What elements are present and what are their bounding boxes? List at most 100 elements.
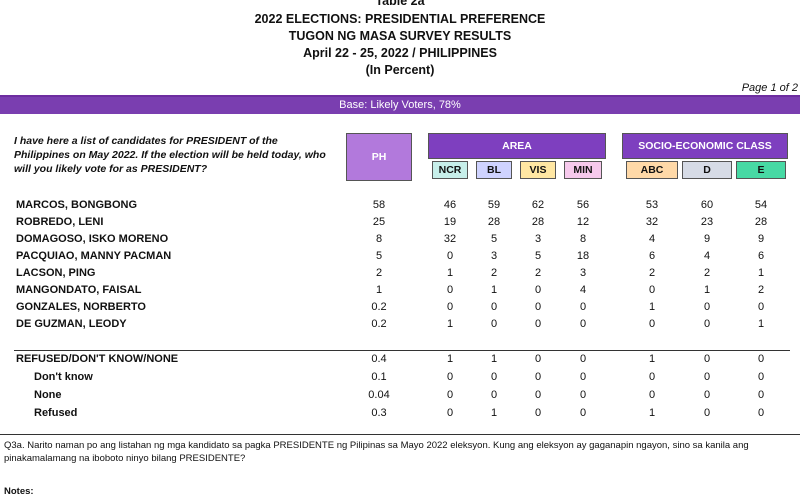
value-cell: 0.1 [371,371,387,383]
value-cell: 12 [576,216,590,228]
value-cell: 0 [703,389,711,401]
value-cell: 4 [648,233,656,245]
value-cell: 3 [579,267,587,279]
value-cell: 0 [534,407,542,419]
value-cell: 1 [375,284,383,296]
value-cell: 0 [703,371,711,383]
row-label: LACSON, PING [16,267,96,279]
value-cell: 1 [490,353,498,365]
table-subtitle: TUGON NG MASA SURVEY RESULTS [288,29,512,43]
value-cell: 0 [648,371,656,383]
value-cell: 1 [757,267,765,279]
col-min: MIN [564,161,602,179]
value-cell: 62 [531,199,545,211]
value-cell: 2 [757,284,765,296]
value-cell: 0 [757,301,765,313]
value-cell: 0 [446,250,454,262]
value-cell: 60 [700,199,714,211]
value-cell: 32 [443,233,457,245]
value-cell: 1 [446,267,454,279]
tagalog-question: Q3a. Narito naman po ang listahan ng mga… [4,440,749,464]
value-cell: 0 [446,407,454,419]
row-label: REFUSED/DON'T KNOW/NONE [16,353,179,365]
question-text: I have here a list of candidates for PRE… [14,135,326,175]
value-cell: 0 [579,353,587,365]
value-cell: 59 [487,199,501,211]
row-label: DE GUZMAN, LEODY [16,318,127,330]
base-bar: Base: Likely Voters, 78% [0,97,800,114]
table-title: 2022 ELECTIONS: PRESIDENTIAL PREFERENCE [254,12,546,26]
value-cell: 0 [534,318,542,330]
value-cell: 1 [446,318,454,330]
value-cell: 1 [490,284,498,296]
value-cell: 8 [375,233,383,245]
col-vis: VIS [520,161,556,179]
value-cell: 0 [757,389,765,401]
value-cell: 1 [648,407,656,419]
value-cell: 6 [648,250,656,262]
col-bl: BL [476,161,512,179]
value-cell: 1 [648,301,656,313]
value-cell: 0 [648,318,656,330]
value-cell: 6 [757,250,765,262]
footer-divider [0,434,800,435]
ph-header: PH [346,133,412,181]
value-cell: 32 [645,216,659,228]
value-cell: 0 [534,353,542,365]
row-label: PACQUIAO, MANNY PACMAN [16,250,172,262]
value-cell: 0 [703,407,711,419]
value-cell: 19 [443,216,457,228]
value-cell: 0 [757,371,765,383]
value-cell: 0 [757,353,765,365]
value-cell: 53 [645,199,659,211]
value-cell: 5 [375,250,383,262]
row-label: MANGONDATO, FAISAL [16,284,142,296]
value-cell: 0 [534,371,542,383]
value-cell: 46 [443,199,457,211]
row-label: ROBREDO, LENI [16,216,104,228]
value-cell: 0 [648,284,656,296]
value-cell: 0 [703,353,711,365]
value-cell: 0.3 [371,407,387,419]
value-cell: 25 [372,216,386,228]
value-cell: 0.04 [368,389,390,401]
col-abc: ABC [626,161,678,179]
value-cell: 2 [534,267,542,279]
value-cell: 0 [579,389,587,401]
value-cell: 2 [490,267,498,279]
value-cell: 0 [534,284,542,296]
value-cell: 3 [490,250,498,262]
value-cell: 0 [579,407,587,419]
value-cell: 0 [534,389,542,401]
col-e: E [736,161,786,179]
value-cell: 2 [703,267,711,279]
value-cell: 0 [490,389,498,401]
value-cell: 0.2 [371,318,387,330]
value-cell: 0.2 [371,301,387,313]
value-cell: 23 [700,216,714,228]
divider [0,95,800,97]
value-cell: 0 [703,318,711,330]
col-ncr: NCR [432,161,468,179]
value-cell: 2 [375,267,383,279]
value-cell: 0 [490,301,498,313]
value-cell: 9 [757,233,765,245]
row-label: Refused [34,407,78,419]
value-cell: 28 [754,216,768,228]
table-number: Table 2a [375,0,425,8]
sec-header: SOCIO-ECONOMIC CLASS [622,133,788,159]
value-cell: 2 [648,267,656,279]
value-cell: 5 [534,250,542,262]
value-cell: 28 [487,216,501,228]
value-cell: 0 [446,284,454,296]
value-cell: 0 [648,389,656,401]
value-cell: 0 [490,371,498,383]
value-cell: 0 [579,301,587,313]
value-cell: 0 [446,371,454,383]
value-cell: 0 [757,407,765,419]
value-cell: 0 [446,389,454,401]
value-cell: 0.4 [371,353,387,365]
row-label: DOMAGOSO, ISKO MORENO [16,233,169,245]
value-cell: 1 [757,318,765,330]
col-d: D [682,161,732,179]
